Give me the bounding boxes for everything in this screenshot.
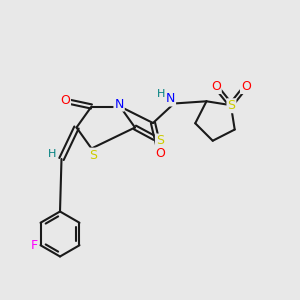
Text: H: H [48,149,57,160]
Text: O: O [156,147,165,160]
Text: S: S [156,134,164,148]
Text: O: O [60,94,70,107]
Text: F: F [30,239,38,252]
Text: S: S [227,99,236,112]
Text: S: S [89,148,97,162]
Text: O: O [241,80,251,93]
Text: N: N [166,92,175,106]
Text: O: O [211,80,221,93]
Text: N: N [114,98,124,111]
Text: H: H [157,89,166,99]
